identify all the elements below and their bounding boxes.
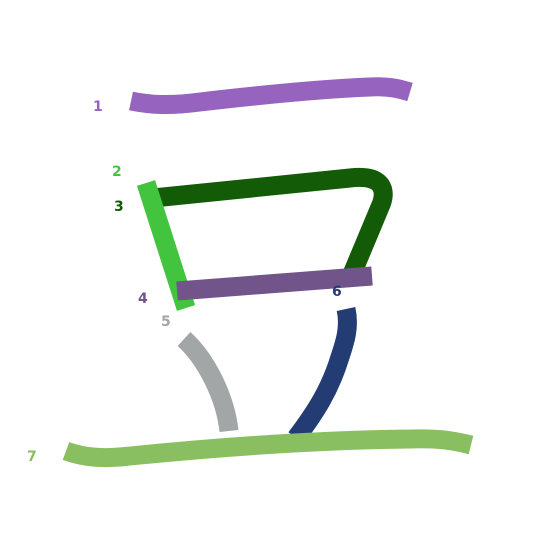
stroke-number-4: 4 <box>138 291 148 307</box>
stroke-3 <box>152 167 393 278</box>
stroke-number-7: 7 <box>27 449 37 465</box>
stroke-5 <box>177 331 239 433</box>
stroke-4 <box>176 266 373 301</box>
stroke-number-2: 2 <box>112 164 122 180</box>
stroke-1 <box>129 77 413 115</box>
stroke-number-5: 5 <box>161 314 171 330</box>
stroke-number-1: 1 <box>93 99 103 115</box>
stroke-number-6: 6 <box>332 284 342 300</box>
stroke-6 <box>288 306 357 444</box>
stroke-number-3: 3 <box>114 199 124 215</box>
stroke-7 <box>62 429 474 468</box>
